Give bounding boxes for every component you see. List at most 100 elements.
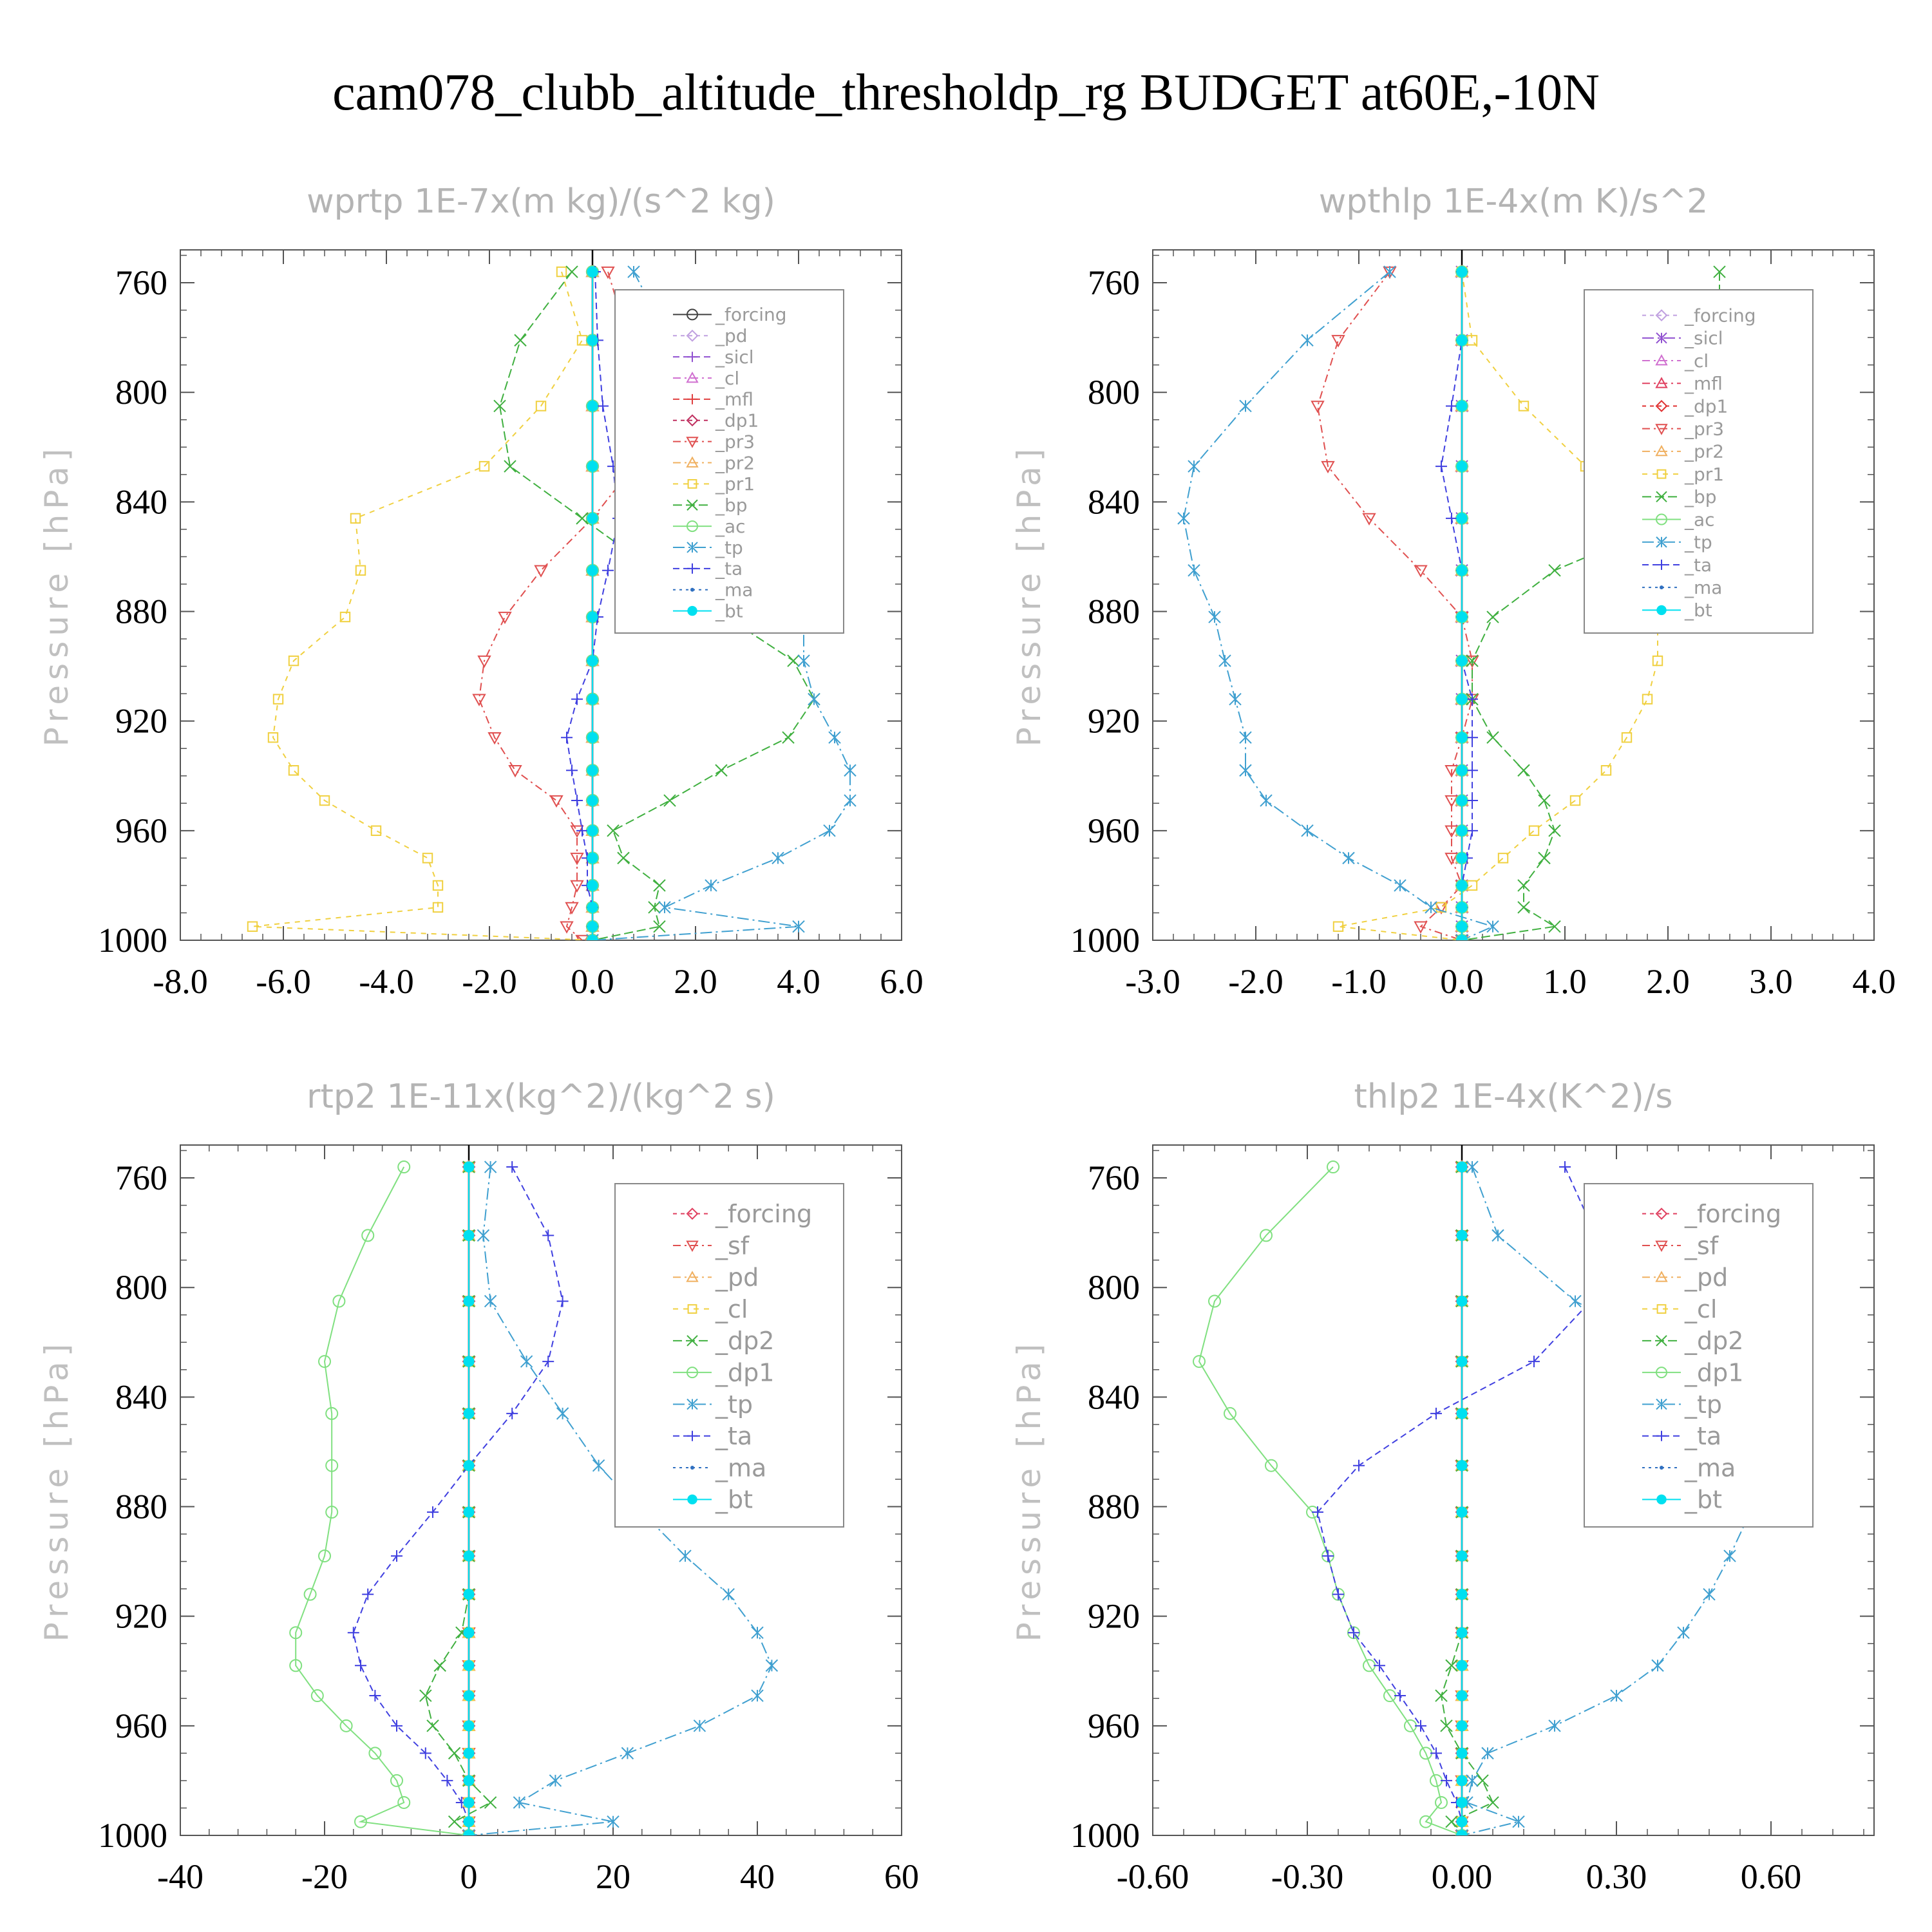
data-point_tp	[1703, 1587, 1716, 1601]
data-point_bt	[1456, 1460, 1468, 1472]
legend-label: _pr3	[715, 431, 755, 452]
legend-marker	[1655, 1271, 1668, 1282]
legend-label: _dp1	[1684, 395, 1728, 417]
y-tick-label: 840	[1088, 482, 1140, 521]
data-point_pr3	[1331, 335, 1345, 348]
y-tick-label: 880	[1088, 1488, 1140, 1526]
data-point_tp	[1188, 460, 1200, 473]
legend-label: _ma	[1684, 577, 1722, 598]
data-point_pr1	[1466, 880, 1478, 891]
data-point_pr3	[1444, 795, 1459, 808]
plot-frame	[180, 1144, 902, 1836]
legend-marker	[687, 1304, 697, 1314]
legend-marker	[1655, 424, 1668, 435]
data-point_pr1	[1332, 921, 1344, 932]
plot-frame	[1152, 1144, 1875, 1836]
data-point_ta	[1430, 1407, 1442, 1419]
legend-marker	[687, 520, 698, 533]
data-point_bt	[1456, 934, 1468, 940]
data-point_bt	[463, 1589, 475, 1600]
legend-label: _ta	[1684, 554, 1712, 576]
series-line_dp1	[1198, 1166, 1463, 1835]
data-point_ta	[347, 1627, 359, 1639]
legend-marker	[1656, 491, 1667, 503]
data-point_bt	[1456, 1660, 1468, 1671]
data-point_bt	[587, 565, 598, 576]
x-tick-label: -2.0	[462, 962, 516, 1001]
data-point_bt	[1456, 400, 1468, 412]
data-point_bt	[1456, 1550, 1468, 1562]
x-tick-label: -2.0	[1228, 962, 1283, 1001]
data-point_bp	[1713, 265, 1726, 278]
data-point_bt	[587, 795, 598, 806]
legend-label: _bp	[715, 495, 748, 516]
data-point_bt	[1456, 655, 1468, 667]
data-point_pr1	[267, 732, 279, 743]
data-point_bp	[1538, 851, 1551, 865]
panel-title: rtp2 1E-11x(kg^2)/(kg^2 s)	[307, 1077, 775, 1116]
data-point_dp2	[448, 1747, 461, 1760]
legend-label: _pd	[715, 325, 748, 346]
data-point_bt	[587, 266, 598, 278]
data-point_bt	[1456, 1690, 1468, 1701]
y-tick-label: 880	[115, 1488, 167, 1526]
data-point_bp	[787, 654, 800, 667]
y-axis-label: Pressure [hPa]	[1010, 444, 1048, 747]
data-point_bt	[587, 880, 598, 891]
data-point_bt	[1456, 921, 1468, 933]
series-group	[1193, 1159, 1788, 1835]
legend-label: _mfl	[1684, 373, 1723, 394]
data-point_bp	[1517, 901, 1530, 914]
data-point_bp	[1517, 879, 1530, 892]
data-point_tp	[1177, 512, 1190, 525]
data-point_tp	[658, 901, 671, 914]
x-tick-label: 2.0	[674, 962, 717, 1001]
x-tick-label: -4.0	[359, 962, 413, 1001]
legend-label: _forcing	[1684, 1200, 1781, 1228]
data-point_ta	[1466, 795, 1478, 807]
data-point_dp1	[397, 1795, 411, 1809]
data-point_bt	[1456, 565, 1468, 576]
data-point_pr1	[1528, 825, 1540, 837]
legend-marker	[1656, 513, 1667, 526]
legend-marker	[687, 1398, 698, 1410]
data-point_tp	[705, 879, 717, 892]
data-point_dp1	[303, 1587, 317, 1601]
data-point_tp	[765, 1659, 779, 1672]
x-tick-label: 0.0	[571, 962, 614, 1001]
legend-label: _bt	[1684, 1486, 1722, 1514]
data-point_tp	[1301, 824, 1314, 837]
legend-marker	[687, 393, 697, 404]
legend-marker	[1656, 1494, 1667, 1505]
data-point_dp2	[1445, 1815, 1458, 1828]
x-tick-label: 6.0	[880, 962, 923, 1001]
data-point_tp	[1229, 692, 1242, 706]
legend: _forcing _sf _pd _cl _dp2 _dp1 _tp _ta _ma _bt	[614, 1183, 844, 1528]
data-point_bt	[1456, 1797, 1468, 1808]
data-point_dp2	[419, 1689, 432, 1702]
data-point_tp	[1512, 1815, 1525, 1828]
data-point_bp	[1517, 764, 1530, 777]
y-tick-label: 760	[1088, 263, 1140, 302]
data-point_pr1	[576, 335, 588, 346]
panels: wprtp 1E-7x(m kg)/(s^2 kg) Pressure [hPa]…	[38, 182, 1896, 1896]
data-point_bp	[576, 512, 589, 525]
data-point_tp	[844, 794, 857, 807]
y-tick-label: 800	[115, 373, 167, 412]
x-tick-label: 0.0	[1440, 962, 1484, 1001]
y-tick-label: 840	[1088, 1378, 1140, 1416]
x-tick-label: -0.60	[1117, 1857, 1189, 1896]
data-point_ta	[1435, 460, 1447, 473]
y-tick-label: 840	[115, 1378, 167, 1416]
legend-label: _pr2	[715, 452, 755, 473]
data-point_bt	[463, 1356, 475, 1367]
data-point_dp1	[332, 1294, 346, 1308]
data-point_tp	[823, 824, 836, 837]
data-point_dp1	[339, 1719, 353, 1732]
data-point_bp	[1486, 731, 1499, 744]
data-point_bt	[463, 1161, 475, 1173]
legend-marker	[1655, 1240, 1668, 1253]
legend-marker	[690, 1466, 694, 1470]
legend-label: _cl	[715, 368, 739, 389]
